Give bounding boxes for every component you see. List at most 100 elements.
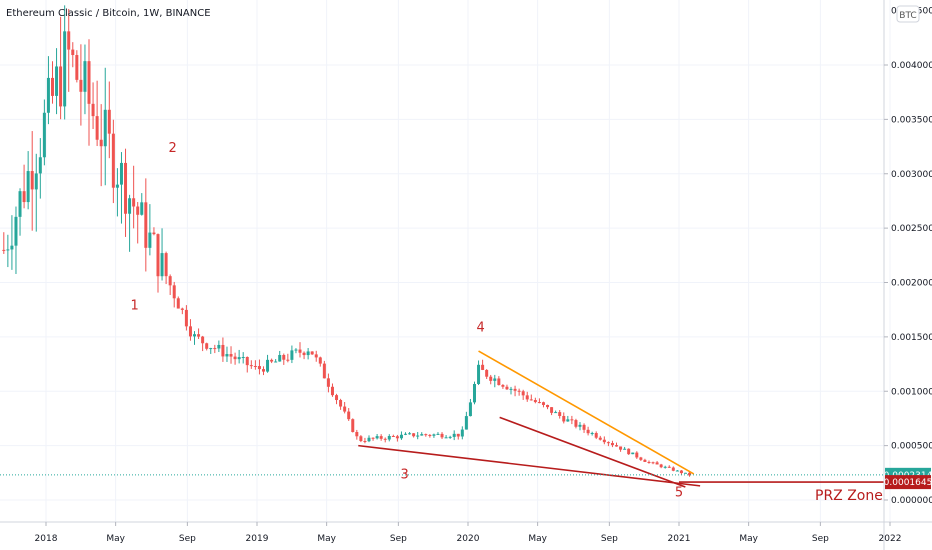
candle-body bbox=[623, 448, 627, 450]
candle-body bbox=[683, 472, 687, 474]
grid bbox=[0, 0, 891, 522]
candle-body bbox=[257, 366, 261, 370]
upper-wedge-trendline bbox=[478, 350, 695, 475]
candle-body bbox=[671, 467, 675, 471]
candle-body bbox=[136, 206, 140, 215]
candle-body bbox=[416, 435, 420, 437]
candle-body bbox=[42, 112, 46, 158]
candle-body bbox=[619, 446, 623, 450]
candle-body bbox=[363, 441, 367, 443]
candle-body bbox=[119, 162, 123, 185]
candle-body bbox=[314, 354, 318, 358]
candle-body bbox=[278, 354, 282, 362]
candle-body bbox=[306, 351, 310, 356]
candle-body bbox=[172, 285, 176, 299]
candle-body bbox=[180, 308, 184, 310]
x-tick-label-11: Sep bbox=[812, 534, 829, 544]
candle-body bbox=[249, 365, 253, 367]
candle-body bbox=[570, 419, 574, 421]
candle-body bbox=[83, 61, 87, 92]
candle-body bbox=[201, 336, 205, 344]
candle-body bbox=[67, 31, 71, 50]
x-tick-label-4: May bbox=[317, 534, 336, 544]
candle-body bbox=[379, 436, 383, 439]
candle-body bbox=[75, 55, 79, 80]
candle-body bbox=[464, 416, 468, 430]
candle-body bbox=[371, 437, 375, 439]
candle-body bbox=[339, 400, 343, 407]
candle-body bbox=[10, 245, 14, 250]
candle-body bbox=[233, 356, 237, 360]
candle-body bbox=[184, 309, 188, 327]
candle-body bbox=[635, 452, 639, 458]
candle-body bbox=[639, 457, 643, 460]
candle-body bbox=[631, 452, 635, 455]
candle-body bbox=[197, 334, 201, 337]
candle-body bbox=[270, 359, 274, 362]
wave-labels: 1 2 3 4 5 bbox=[130, 141, 683, 501]
candle-body bbox=[2, 249, 6, 251]
candle-body bbox=[115, 184, 119, 188]
candle-body bbox=[294, 349, 298, 351]
trendlines bbox=[0, 350, 884, 488]
candle-body bbox=[274, 361, 278, 363]
candle-body bbox=[59, 66, 63, 107]
candle-body bbox=[554, 412, 558, 414]
candle-body bbox=[513, 388, 517, 391]
candle-body bbox=[647, 461, 651, 463]
candle-body bbox=[517, 390, 521, 392]
candle-body bbox=[209, 348, 213, 350]
candle-body bbox=[643, 459, 647, 462]
candle-body bbox=[330, 386, 334, 396]
candle-body bbox=[477, 364, 481, 384]
plot-background bbox=[0, 0, 884, 522]
candle-body bbox=[99, 139, 103, 147]
candle-body bbox=[485, 369, 489, 377]
candle-body bbox=[253, 365, 257, 367]
candle-body bbox=[355, 432, 359, 437]
wave-label-1: 1 bbox=[130, 299, 138, 314]
candle-body bbox=[566, 419, 570, 422]
candle-body bbox=[261, 369, 265, 372]
candle-body bbox=[168, 276, 172, 286]
candle-body bbox=[472, 383, 476, 403]
candle-body bbox=[667, 466, 671, 468]
candle-body bbox=[505, 386, 509, 390]
candle-body bbox=[448, 436, 452, 438]
x-tick-label-8: Sep bbox=[601, 534, 618, 544]
currency-badge[interactable]: BTC bbox=[896, 5, 920, 23]
candle-body bbox=[351, 419, 355, 433]
candle-body bbox=[34, 173, 38, 190]
candle-body bbox=[266, 359, 270, 372]
prz-zone-label: PRZ Zone bbox=[815, 488, 883, 504]
candle-body bbox=[395, 436, 399, 439]
candle-body bbox=[533, 400, 537, 403]
candle-body bbox=[440, 433, 444, 438]
candle-body bbox=[132, 198, 136, 207]
candle-body bbox=[193, 334, 197, 337]
candle-body bbox=[387, 436, 391, 440]
candle-body bbox=[50, 77, 54, 96]
candle-body bbox=[87, 61, 91, 104]
x-tick-label-1: May bbox=[106, 534, 125, 544]
candle-body bbox=[241, 356, 245, 358]
candle-body bbox=[18, 191, 22, 217]
candle-body bbox=[428, 434, 432, 436]
candle-body bbox=[286, 359, 290, 361]
candle-body bbox=[213, 348, 217, 350]
candle-body bbox=[310, 351, 314, 355]
candle-body bbox=[156, 234, 160, 277]
candle-body bbox=[302, 352, 306, 356]
candle-body bbox=[391, 436, 395, 438]
candle-body bbox=[290, 350, 294, 360]
candle-body bbox=[282, 354, 286, 360]
candle-body bbox=[537, 402, 541, 404]
candle-body bbox=[140, 202, 144, 215]
currency-label: BTC bbox=[899, 11, 916, 21]
candle-body bbox=[71, 49, 75, 56]
